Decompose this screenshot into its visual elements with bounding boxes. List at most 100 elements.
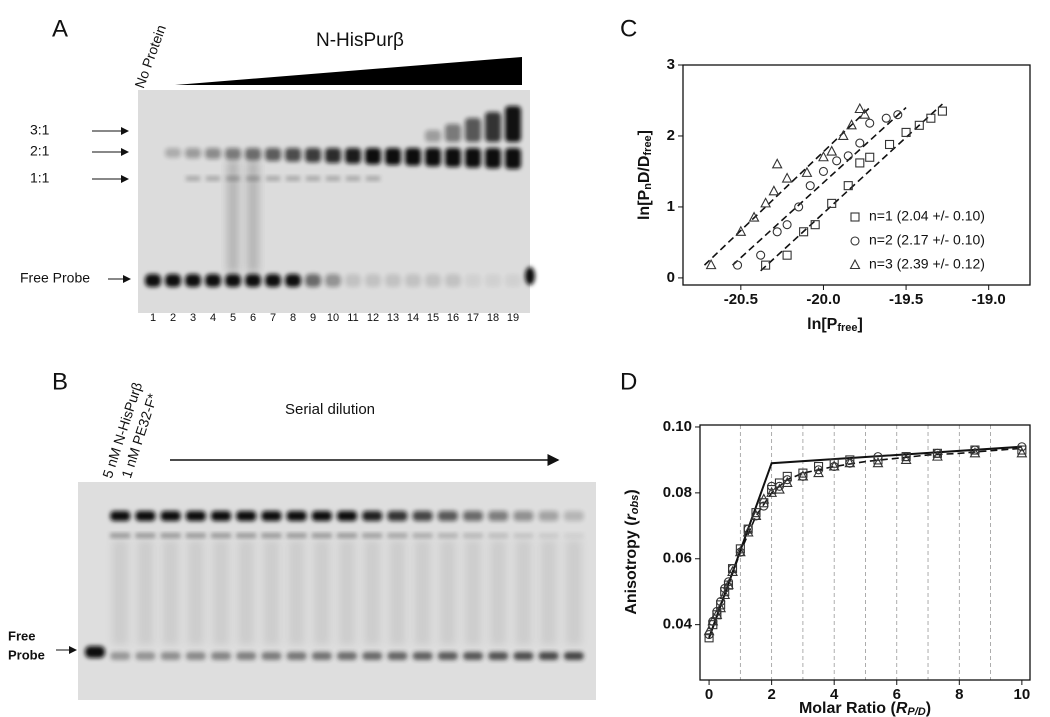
panel-letter: C	[620, 15, 637, 42]
gel-band	[365, 274, 381, 287]
gel-image	[78, 482, 596, 700]
gel-band	[135, 511, 156, 521]
point	[781, 172, 793, 183]
gel-band	[346, 176, 360, 181]
lane-number: 17	[467, 312, 479, 324]
point	[855, 138, 865, 148]
gel-band	[261, 511, 282, 521]
point	[884, 139, 895, 150]
gel-band	[488, 511, 509, 521]
x-tick-label: 10	[1014, 686, 1031, 703]
lane-number: 11	[347, 312, 358, 324]
lane-number: 8	[290, 312, 296, 324]
gel-band	[445, 274, 461, 287]
point	[845, 455, 855, 465]
gel-smear	[263, 540, 280, 645]
gel-band	[185, 533, 206, 538]
gel-band	[186, 176, 200, 181]
point	[1016, 447, 1028, 458]
point	[743, 524, 753, 534]
gel-band	[266, 176, 280, 181]
gel-band	[165, 274, 181, 287]
legend-marker	[850, 236, 860, 246]
label-part: )	[623, 489, 640, 494]
point	[969, 447, 981, 458]
gel-band	[245, 148, 261, 161]
gel-smear	[414, 540, 431, 645]
point	[760, 197, 772, 208]
x-tick-label: 4	[830, 686, 839, 703]
gel-smear	[465, 540, 481, 645]
label-part: Anisotropy (	[623, 520, 640, 615]
gel-band	[205, 274, 221, 287]
gel-band	[265, 148, 281, 161]
gel-band	[387, 533, 408, 538]
gel-band	[286, 652, 307, 660]
point	[1017, 445, 1027, 455]
point	[873, 455, 883, 465]
gel-smear	[162, 540, 179, 645]
point	[901, 127, 911, 137]
gel-band	[211, 533, 231, 538]
gel-band	[337, 511, 357, 521]
y-tick-label: 0.04	[663, 616, 693, 633]
gel-band	[135, 533, 156, 538]
gel-band	[445, 148, 461, 167]
gel-band	[236, 511, 257, 521]
gel-band	[513, 652, 534, 660]
x-tick-label: -19.0	[972, 291, 1006, 308]
gel-band	[286, 533, 307, 538]
gel-band	[110, 533, 131, 538]
point	[759, 501, 769, 511]
gel-band	[365, 148, 381, 165]
gel-smear	[187, 540, 204, 645]
band-label: 3:1	[30, 122, 50, 138]
point	[767, 485, 777, 495]
point	[705, 258, 717, 270]
point	[771, 158, 783, 169]
gel-band	[305, 274, 321, 287]
gel-band	[362, 533, 383, 538]
point	[719, 588, 731, 600]
gel-smear	[313, 540, 330, 645]
band-label: Probe	[8, 647, 45, 662]
gel-band	[160, 533, 181, 538]
point	[735, 544, 745, 554]
lane-number: 9	[310, 312, 316, 324]
gel-band	[538, 652, 559, 660]
point	[970, 445, 980, 455]
gel-band	[405, 274, 421, 287]
gel-band	[286, 511, 307, 521]
gel-band	[505, 106, 521, 142]
y-tick-label: 0	[667, 269, 675, 286]
lane-number: 10	[327, 312, 339, 324]
x-tick-label: -19.5	[889, 291, 923, 308]
point	[704, 633, 714, 643]
point	[750, 509, 762, 520]
gel-band	[306, 176, 320, 181]
point	[914, 120, 924, 130]
gel-band	[236, 533, 257, 538]
label-part: n	[642, 183, 654, 190]
gel-band	[538, 533, 559, 538]
y-axis-label: ln[PnD/Dfree]	[636, 130, 654, 220]
point	[854, 102, 866, 114]
gel-band	[445, 124, 461, 142]
gel-band	[412, 511, 433, 521]
point	[758, 493, 770, 504]
gel-band	[305, 148, 321, 163]
point	[801, 166, 813, 177]
gel-smear	[565, 540, 582, 645]
label-part: ln[P	[807, 316, 838, 333]
gel-band	[345, 274, 361, 287]
gel-band	[463, 511, 483, 521]
x-tick-label: -20.5	[724, 291, 758, 308]
lane-number: 16	[447, 312, 459, 324]
point	[782, 475, 792, 485]
gel-smear	[112, 540, 129, 645]
x-tick-label: 6	[893, 686, 901, 703]
gel-band	[261, 652, 282, 660]
gel-band	[265, 274, 281, 287]
gel-band	[225, 274, 241, 287]
gel-band	[425, 148, 441, 167]
